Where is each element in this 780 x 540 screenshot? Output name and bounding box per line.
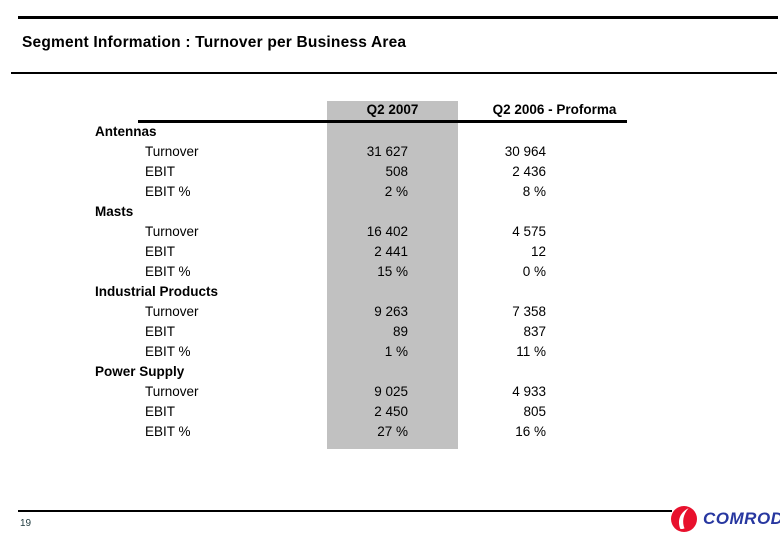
column-header-q2-2007: Q2 2007 <box>366 102 419 117</box>
section-row: Power Supply <box>95 362 627 382</box>
q2-2006-value: 16 % <box>515 424 546 439</box>
slide-title: Segment Information : Turnover per Busin… <box>22 34 407 51</box>
row-label: Turnover <box>145 144 199 159</box>
row-label: EBIT % <box>145 264 191 279</box>
q2-2006-value: 7 358 <box>512 304 546 319</box>
section-row: Industrial Products <box>95 282 627 302</box>
section-name: Antennas <box>95 124 157 139</box>
row-label: EBIT % <box>145 184 191 199</box>
comrod-logo: COMROD <box>671 505 780 533</box>
table-row: Turnover 9 025 4 933 <box>95 382 627 402</box>
table-row: Turnover 9 263 7 358 <box>95 302 627 322</box>
q2-2007-value: 2 441 <box>374 244 408 259</box>
page-number: 19 <box>20 518 32 529</box>
q2-2007-value: 9 263 <box>374 304 408 319</box>
segment-table: Antennas Turnover 31 627 30 964 EBIT 508… <box>95 122 627 442</box>
row-label: Turnover <box>145 304 199 319</box>
q2-2007-value: 1 % <box>384 344 408 359</box>
q2-2007-value: 15 % <box>377 264 408 279</box>
comrod-logo-text: COMROD <box>703 509 780 528</box>
row-label: EBIT <box>145 324 176 339</box>
footer-rule <box>18 510 672 512</box>
table-row: EBIT 89 837 <box>95 322 627 342</box>
table-row: Turnover 31 627 30 964 <box>95 142 627 162</box>
q2-2006-value: 2 436 <box>512 164 546 179</box>
q2-2006-value: 30 964 <box>504 144 546 159</box>
q2-2006-value: 805 <box>523 404 546 419</box>
top-rule <box>18 16 778 19</box>
table-row: EBIT % 1 % 11 % <box>95 342 627 362</box>
q2-2006-value: 11 % <box>516 344 546 359</box>
q2-2006-value: 837 <box>523 324 546 339</box>
q2-2006-value: 4 575 <box>512 224 546 239</box>
section-row: Masts <box>95 202 627 222</box>
q2-2006-value: 4 933 <box>512 384 546 399</box>
header-spacer <box>95 100 327 120</box>
table-header-underline <box>138 120 627 123</box>
table-row: EBIT % 2 % 8 % <box>95 182 627 202</box>
table-header-row: Q2 2007 Q2 2006 - Proforma <box>95 100 627 120</box>
row-label: Turnover <box>145 384 199 399</box>
row-label: Turnover <box>145 224 199 239</box>
q2-2007-value: 2 450 <box>374 404 408 419</box>
q2-2006-value: 8 % <box>522 184 546 199</box>
table-row: EBIT % 15 % 0 % <box>95 262 627 282</box>
section-name: Power Supply <box>95 364 185 379</box>
table-row: EBIT 508 2 436 <box>95 162 627 182</box>
q2-2007-value: 31 627 <box>366 144 408 159</box>
q2-2007-value: 89 <box>392 324 408 339</box>
q2-2007-value: 9 025 <box>374 384 408 399</box>
section-row: Antennas <box>95 122 627 142</box>
section-name: Industrial Products <box>95 284 219 299</box>
column-header-q2-2006-proforma: Q2 2006 - Proforma <box>492 102 617 117</box>
q2-2007-value: 2 % <box>384 184 408 199</box>
table-row: EBIT % 27 % 16 % <box>95 422 627 442</box>
row-label: EBIT <box>145 404 176 419</box>
q2-2007-value: 16 402 <box>366 224 408 239</box>
title-underline-rule <box>11 72 777 74</box>
table-row: EBIT 2 441 12 <box>95 242 627 262</box>
comrod-logo-icon <box>671 506 697 532</box>
q2-2006-value: 12 <box>530 244 546 259</box>
row-label: EBIT % <box>145 424 191 439</box>
row-label: EBIT <box>145 244 176 259</box>
table-row: Turnover 16 402 4 575 <box>95 222 627 242</box>
row-label: EBIT % <box>145 344 191 359</box>
section-name: Masts <box>95 204 134 219</box>
q2-2007-value: 27 % <box>377 424 408 439</box>
q2-2006-value: 0 % <box>522 264 546 279</box>
table-row: EBIT 2 450 805 <box>95 402 627 422</box>
q2-2007-column-highlight <box>327 101 458 449</box>
q2-2007-value: 508 <box>385 164 408 179</box>
row-label: EBIT <box>145 164 176 179</box>
